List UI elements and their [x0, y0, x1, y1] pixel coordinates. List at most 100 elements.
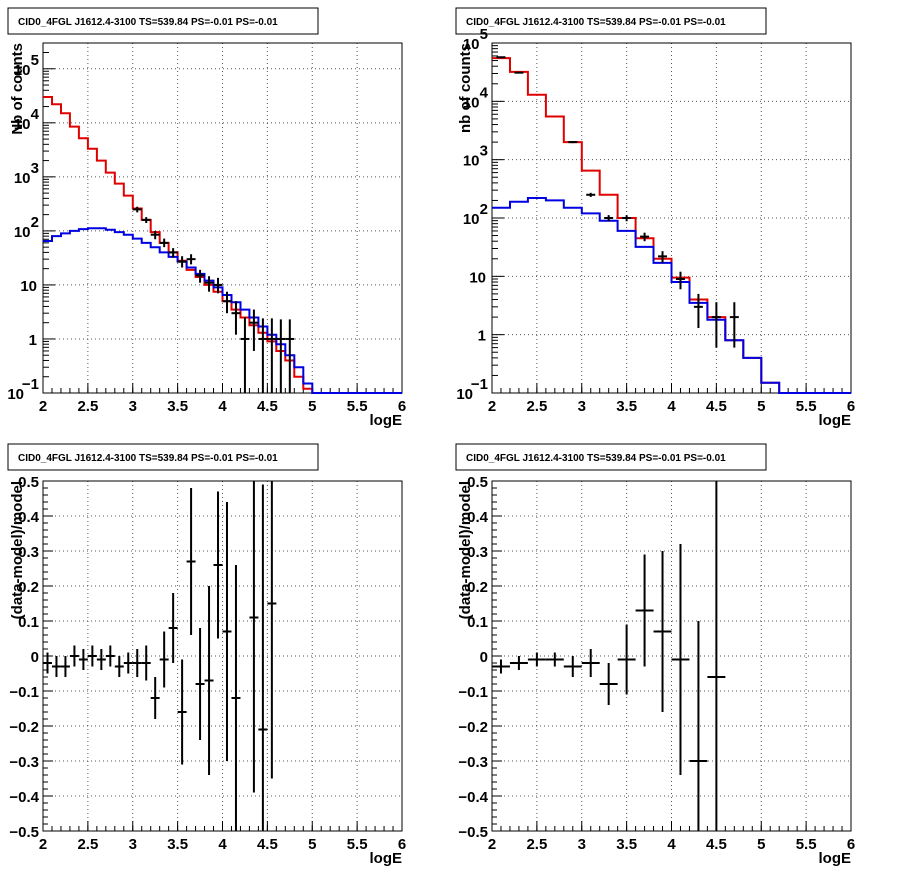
- y-tick-exponent: 3: [480, 143, 488, 160]
- x-tick-label: 3.5: [167, 398, 188, 415]
- data-points: [43, 481, 277, 831]
- data-point: [87, 645, 97, 667]
- data-point: [51, 656, 61, 677]
- data-point: [69, 645, 79, 667]
- data-point: [258, 318, 268, 393]
- y-tick-exponent: −1: [22, 376, 39, 393]
- x-tick-label: 5.5: [796, 398, 817, 415]
- data-point: [258, 484, 268, 831]
- y-tick-label: 10: [7, 386, 24, 403]
- data-point: [249, 481, 259, 793]
- chart-title: CID0_4FGL J1612.4-3100 TS=539.84 PS=-0.0…: [18, 453, 278, 464]
- chart-panel-3: CID0_4FGL J1612.4-3100 TS=539.84 PS=-0.0…: [7, 443, 406, 867]
- x-tick-label: 5.5: [347, 398, 368, 415]
- x-tick-label: 3: [129, 398, 137, 415]
- source-model-histogram: [492, 197, 851, 394]
- x-tick-label: 4.5: [706, 836, 727, 853]
- data-point: [150, 230, 160, 240]
- y-tick-exponent: −1: [471, 376, 488, 393]
- chart-title: CID0_4FGL J1612.4-3100 TS=539.84 PS=-0.0…: [466, 17, 726, 28]
- y-tick-label: −0.3: [9, 754, 39, 771]
- data-point: [653, 551, 672, 712]
- data-point: [114, 656, 124, 677]
- data-point: [186, 488, 196, 635]
- data-point: [693, 293, 703, 329]
- grid-lines: [492, 481, 851, 831]
- chart-panel-4: CID0_4FGL J1612.4-3100 TS=539.84 PS=-0.0…: [455, 443, 855, 867]
- x-tick-label: 2.5: [526, 398, 547, 415]
- data-point: [675, 271, 685, 290]
- y-tick-label: 10: [20, 278, 37, 295]
- x-tick-label: 2: [488, 836, 496, 853]
- y-tick-label: −0.1: [9, 684, 39, 701]
- data-point: [231, 565, 241, 831]
- data-point: [141, 217, 151, 223]
- x-axis-label: logE: [819, 850, 852, 867]
- data-point: [213, 277, 223, 294]
- y-tick-exponent: 5: [480, 26, 488, 43]
- data-point: [509, 656, 528, 670]
- data-point: [222, 291, 232, 314]
- data-point: [581, 649, 600, 677]
- x-tick-label: 5: [757, 836, 765, 853]
- x-tick-label: 5: [308, 836, 316, 853]
- data-point: [222, 502, 232, 761]
- y-tick-label: 0.2: [18, 579, 39, 596]
- data-point: [150, 677, 160, 719]
- y-tick-label: 0.1: [467, 614, 488, 631]
- y-tick-label: 0.4: [467, 509, 489, 526]
- data-point: [711, 302, 721, 348]
- y-tick-label: −0.4: [458, 789, 488, 806]
- y-tick-label: 0: [31, 649, 39, 666]
- y-tick-label: 0.3: [467, 544, 488, 561]
- grid-lines: [43, 43, 402, 393]
- y-axis-label: (data-model)/model: [9, 481, 26, 619]
- data-point: [527, 652, 546, 667]
- chart-title: CID0_4FGL J1612.4-3100 TS=539.84 PS=-0.0…: [18, 17, 278, 28]
- data-point: [635, 554, 654, 667]
- data-point: [568, 141, 578, 144]
- y-tick-label: 10: [14, 170, 31, 187]
- data-point: [249, 309, 259, 351]
- data-point: [267, 318, 277, 393]
- y-tick-label: −0.2: [9, 719, 39, 736]
- x-tick-label: 2.5: [526, 836, 547, 853]
- y-tick-label: 0.5: [18, 474, 39, 491]
- y-tick-label: 10: [456, 386, 473, 403]
- y-tick-label: 0.1: [18, 614, 39, 631]
- data-point: [78, 649, 88, 670]
- title-box: [7, 443, 319, 471]
- y-tick-label: 10: [463, 153, 480, 170]
- y-tick-label: 10: [14, 62, 31, 79]
- x-tick-label: 6: [847, 398, 855, 415]
- x-tick-label: 3: [578, 398, 586, 415]
- data-point: [177, 659, 187, 765]
- x-axis-label: logE: [819, 412, 852, 429]
- source-model-histogram: [43, 227, 402, 394]
- y-tick-label: 10: [463, 94, 480, 111]
- x-tick-label: 4: [218, 398, 227, 415]
- y-tick-label: 1: [29, 332, 37, 349]
- y-tick-label: 0.3: [18, 544, 39, 561]
- data-point: [604, 215, 614, 222]
- data-point: [204, 586, 214, 775]
- y-tick-exponent: 2: [480, 201, 488, 218]
- data-point: [240, 317, 250, 393]
- x-tick-label: 3.5: [616, 398, 637, 415]
- title-box: [455, 7, 767, 35]
- total-model-histogram: [492, 57, 851, 394]
- data-point: [141, 645, 151, 681]
- y-axis-label: Nb of counts: [9, 43, 26, 135]
- data-point: [96, 649, 106, 670]
- y-tick-label: 10: [14, 116, 31, 133]
- y-tick-exponent: 2: [31, 214, 39, 231]
- data-point: [43, 652, 52, 674]
- chart-panel-2: CID0_4FGL J1612.4-3100 TS=539.84 PS=-0.0…: [455, 7, 855, 429]
- y-tick-label: 10: [14, 224, 31, 241]
- y-tick-label: 10: [463, 211, 480, 228]
- y-tick-exponent: 5: [31, 52, 39, 69]
- data-point: [132, 206, 142, 213]
- data-point: [492, 659, 510, 674]
- y-tick-label: 0.5: [467, 474, 488, 491]
- x-axis-label: logE: [370, 850, 403, 867]
